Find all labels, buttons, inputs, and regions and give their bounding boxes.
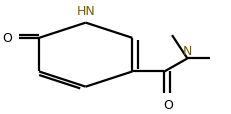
Text: HN: HN — [76, 5, 95, 18]
Text: O: O — [2, 32, 12, 45]
Text: O: O — [163, 98, 173, 111]
Text: N: N — [183, 44, 192, 57]
